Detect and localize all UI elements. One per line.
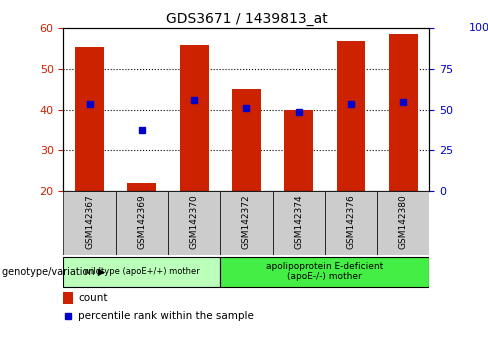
Title: GDS3671 / 1439813_at: GDS3671 / 1439813_at <box>165 12 327 26</box>
Bar <box>273 191 325 255</box>
Bar <box>180 45 208 191</box>
Bar <box>116 191 168 255</box>
Bar <box>168 191 220 255</box>
Text: 100%: 100% <box>468 23 488 33</box>
Bar <box>220 191 273 255</box>
Text: apolipoprotein E-deficient
(apoE-/-) mother: apolipoprotein E-deficient (apoE-/-) mot… <box>266 262 384 281</box>
Text: GSM142372: GSM142372 <box>242 194 251 249</box>
Bar <box>63 257 220 287</box>
Text: GSM142369: GSM142369 <box>137 194 146 249</box>
Text: percentile rank within the sample: percentile rank within the sample <box>78 311 254 321</box>
Bar <box>285 110 313 191</box>
Bar <box>127 183 156 191</box>
Text: GSM142374: GSM142374 <box>294 194 303 249</box>
Bar <box>75 47 104 191</box>
Text: GSM142367: GSM142367 <box>85 194 94 249</box>
Bar <box>63 292 73 304</box>
Text: wildtype (apoE+/+) mother: wildtype (apoE+/+) mother <box>84 267 200 276</box>
Bar <box>325 191 377 255</box>
Text: count: count <box>78 293 107 303</box>
Text: GSM142380: GSM142380 <box>399 194 408 249</box>
Bar <box>389 34 418 191</box>
Bar <box>220 257 429 287</box>
Text: genotype/variation ▶: genotype/variation ▶ <box>2 267 106 277</box>
Text: GSM142370: GSM142370 <box>190 194 199 249</box>
Bar <box>337 40 366 191</box>
Bar <box>63 191 116 255</box>
Bar <box>377 191 429 255</box>
Bar <box>232 89 261 191</box>
Text: GSM142376: GSM142376 <box>346 194 356 249</box>
